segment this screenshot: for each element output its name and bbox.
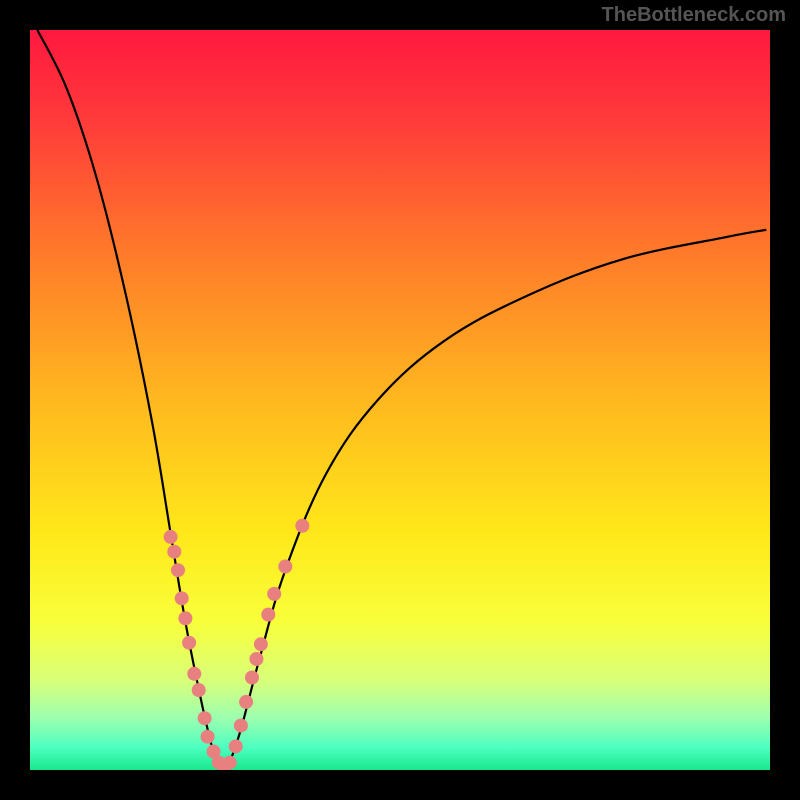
scatter-point <box>239 695 253 709</box>
scatter-point <box>187 667 201 681</box>
scatter-point <box>295 519 309 533</box>
scatter-point <box>182 636 196 650</box>
scatter-points <box>164 519 310 770</box>
scatter-point <box>175 591 189 605</box>
scatter-point <box>192 683 206 697</box>
bottleneck-curve-left <box>37 30 218 766</box>
scatter-point <box>234 719 248 733</box>
scatter-point <box>201 730 215 744</box>
chart-container: TheBottleneck.com <box>0 0 800 800</box>
scatter-point <box>249 652 263 666</box>
scatter-point <box>178 611 192 625</box>
scatter-point <box>229 739 243 753</box>
scatter-point <box>261 608 275 622</box>
scatter-point <box>223 756 237 770</box>
watermark-text: TheBottleneck.com <box>602 4 786 27</box>
scatter-point <box>167 545 181 559</box>
curve-layer <box>30 30 770 770</box>
scatter-point <box>164 530 178 544</box>
scatter-point <box>278 560 292 574</box>
plot-area <box>30 30 770 770</box>
scatter-point <box>245 671 259 685</box>
scatter-point <box>198 711 212 725</box>
scatter-point <box>267 587 281 601</box>
scatter-point <box>171 563 185 577</box>
scatter-point <box>254 637 268 651</box>
bottleneck-curve-right <box>228 230 766 767</box>
